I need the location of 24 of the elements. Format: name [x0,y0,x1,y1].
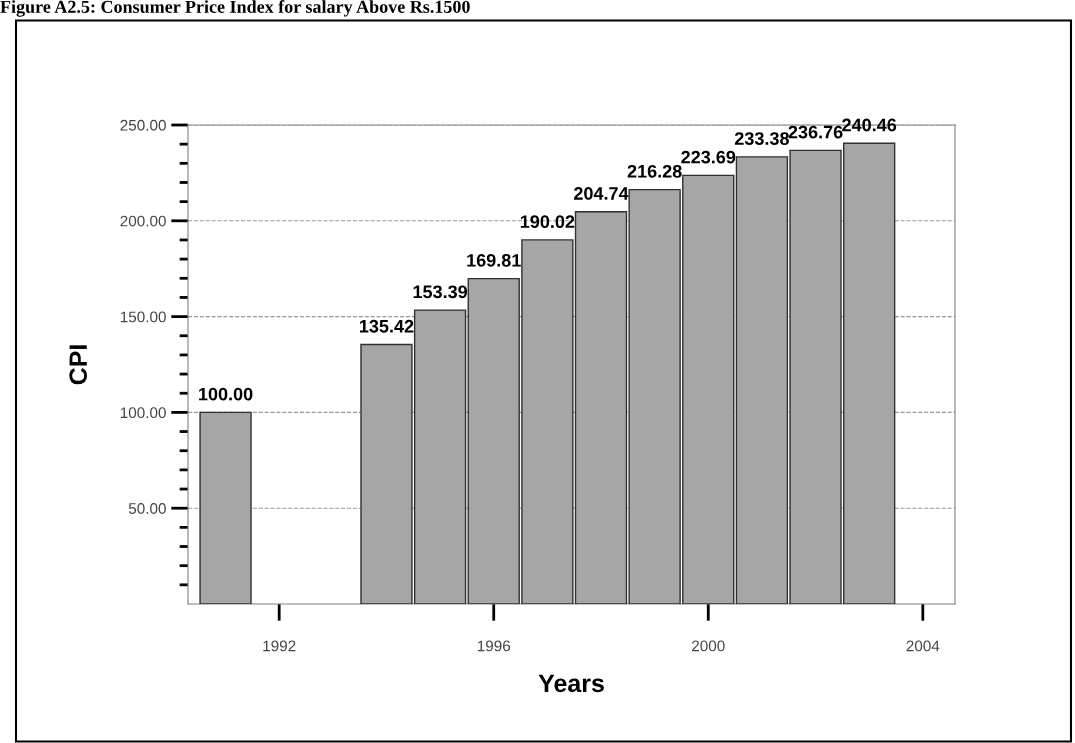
x-tick-label: 2004 [906,640,940,652]
chart-title: Figure A2.5: Consumer Price Index for salary Above Rs.1500 [0,0,470,17]
data-label: 223.69 [681,150,736,164]
data-label: 190.02 [520,215,575,229]
data-label: 216.28 [627,164,682,178]
data-label: 169.81 [467,253,521,267]
data-label: 100.00 [199,387,253,401]
data-label: 135.42 [359,319,414,333]
data-label: 240.46 [842,118,897,132]
data-label: 204.74 [574,187,629,200]
y-tick-label: 50.00 [128,503,166,514]
y-tick-label: 250.00 [120,119,166,131]
y-tick-label: 150.00 [120,311,166,323]
x-tick-label: 1996 [477,640,511,652]
x-tick-label: 1992 [263,640,296,652]
x-tick-label: 2000 [692,640,725,652]
data-label: 236.76 [788,125,843,139]
y-tick-label: 200.00 [120,215,166,227]
y-tick-label: 100.00 [120,407,166,419]
bar [199,411,252,604]
data-label: 153.39 [413,285,468,299]
data-label: 233.38 [734,132,789,145]
x-axis-title: Years [538,674,604,693]
y-axis-title: CPI [69,345,88,385]
